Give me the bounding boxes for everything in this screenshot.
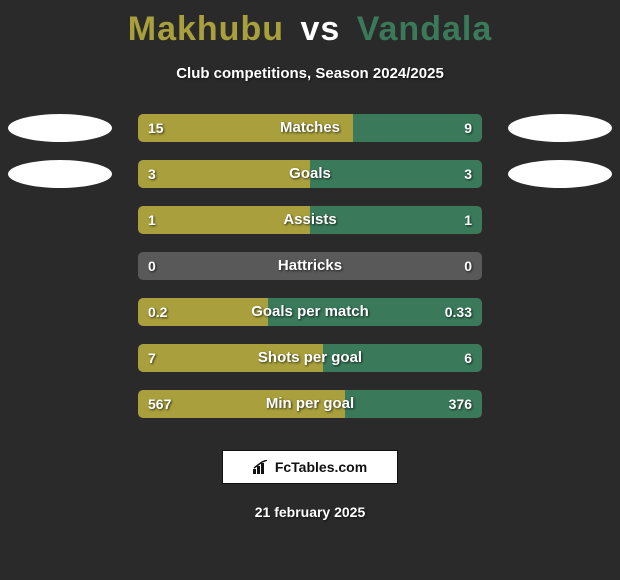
chart-icon (253, 460, 269, 474)
stat-label: Min per goal (138, 390, 482, 418)
player1-badge (8, 160, 112, 188)
stat-row: 11Assists (0, 206, 620, 234)
bar-track: 159Matches (138, 114, 482, 142)
player2-badge (508, 114, 612, 142)
bar-track: 0.20.33Goals per match (138, 298, 482, 326)
stat-label: Goals per match (138, 298, 482, 326)
stat-label: Hattricks (138, 252, 482, 280)
stat-label: Goals (138, 160, 482, 188)
title-vs: vs (300, 10, 340, 48)
title-player1: Makhubu (128, 10, 284, 48)
subtitle: Club competitions, Season 2024/2025 (176, 65, 444, 82)
comparison-chart: 159Matches 33Goals 11Assists 00Hattricks 0.2… (0, 114, 620, 436)
page-title: Makhubu vs Vandala (128, 10, 492, 49)
stat-label: Shots per goal (138, 344, 482, 372)
bar-track: 11Assists (138, 206, 482, 234)
stat-row: 00Hattricks (0, 252, 620, 280)
branding-badge: FcTables.com (222, 450, 398, 484)
stat-row: 76Shots per goal (0, 344, 620, 372)
bar-track: 567376Min per goal (138, 390, 482, 418)
title-player2: Vandala (357, 10, 493, 48)
stat-row: 159Matches (0, 114, 620, 142)
stat-label: Matches (138, 114, 482, 142)
bar-track: 33Goals (138, 160, 482, 188)
stat-row: 33Goals (0, 160, 620, 188)
bar-track: 76Shots per goal (138, 344, 482, 372)
date-label: 21 february 2025 (255, 504, 366, 520)
stat-label: Assists (138, 206, 482, 234)
stat-row: 567376Min per goal (0, 390, 620, 418)
stat-row: 0.20.33Goals per match (0, 298, 620, 326)
bar-track: 00Hattricks (138, 252, 482, 280)
player2-badge (508, 160, 612, 188)
player1-badge (8, 114, 112, 142)
branding-text: FcTables.com (275, 459, 367, 475)
